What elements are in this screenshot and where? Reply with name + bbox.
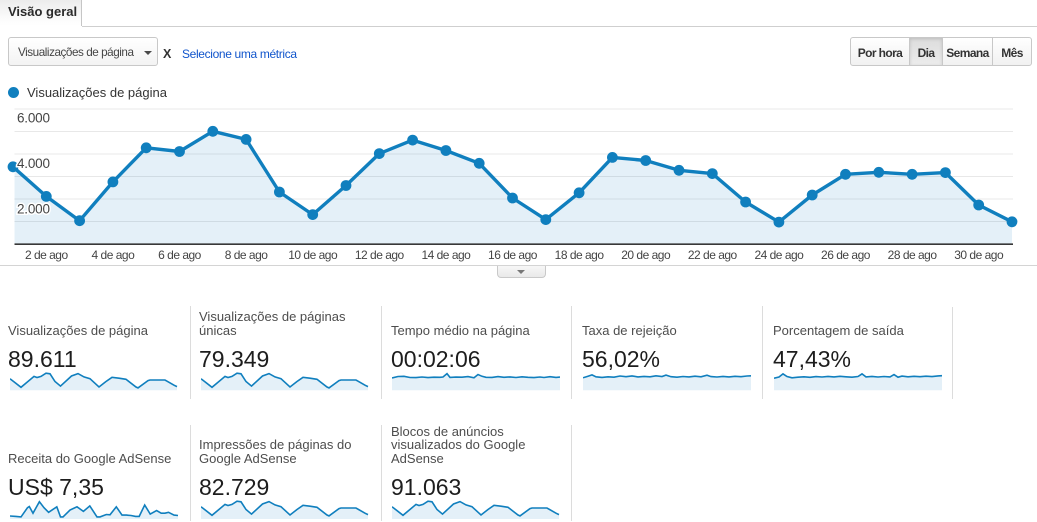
svg-text:12 de ago: 12 de ago — [355, 248, 405, 262]
svg-text:4 de ago: 4 de ago — [92, 248, 136, 262]
svg-text:8 de ago: 8 de ago — [225, 248, 269, 262]
svg-text:28 de ago: 28 de ago — [888, 248, 938, 262]
svg-text:22 de ago: 22 de ago — [688, 248, 738, 262]
svg-text:20 de ago: 20 de ago — [621, 248, 671, 262]
svg-text:2 de ago: 2 de ago — [25, 248, 69, 262]
svg-text:6 de ago: 6 de ago — [158, 248, 202, 262]
svg-text:2.000: 2.000 — [17, 202, 50, 217]
svg-text:16 de ago: 16 de ago — [488, 248, 538, 262]
svg-text:18 de ago: 18 de ago — [555, 248, 605, 262]
svg-text:30 de ago: 30 de ago — [954, 248, 1004, 262]
svg-text:10 de ago: 10 de ago — [288, 248, 338, 262]
svg-text:6.000: 6.000 — [17, 110, 50, 125]
svg-text:14 de ago: 14 de ago — [421, 248, 471, 262]
svg-text:26 de ago: 26 de ago — [821, 248, 871, 262]
svg-text:24 de ago: 24 de ago — [754, 248, 804, 262]
svg-text:4.000: 4.000 — [17, 156, 50, 171]
